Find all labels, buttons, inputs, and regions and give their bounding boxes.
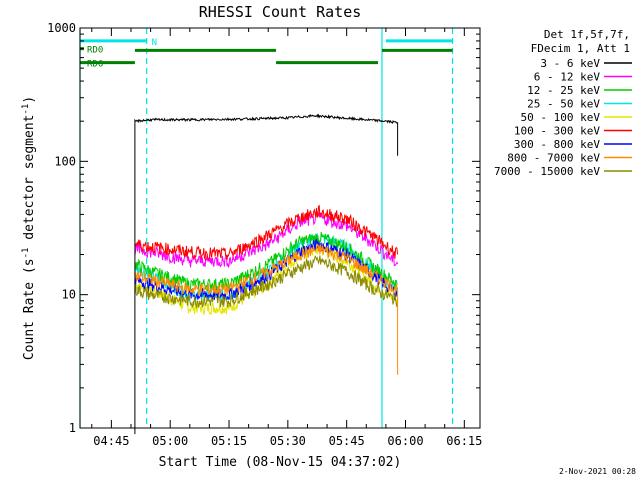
series-line [134, 243, 399, 375]
generation-timestamp: 2-Nov-2021 00:28 [559, 467, 636, 476]
flag-label: N [152, 38, 157, 48]
y-axis-label-superscript: -1 [21, 104, 31, 115]
flag-label: RD0 [87, 46, 103, 56]
legend: Det 1f,5f,7f, FDecim 1, Att 1 3 - 6 keV6… [494, 28, 632, 178]
series-line [134, 255, 399, 309]
legend-entry-label: 800 - 7000 keV [507, 152, 600, 165]
legend-entry-label: 300 - 800 keV [514, 138, 600, 151]
y-axis-label-part: detector segment [22, 115, 37, 248]
y-axis-label-part: Count Rate (s [22, 258, 37, 360]
y-axis-label-superscript: -1 [21, 248, 31, 259]
x-tick-label: 05:30 [270, 434, 306, 448]
flag-label: RD6 [87, 60, 103, 70]
series-line [134, 231, 398, 292]
series-line [134, 210, 399, 269]
y-tick-label: 100 [54, 154, 76, 168]
chart-title: RHESSI Count Rates [199, 3, 362, 21]
plot-area: RD0 RD6 N [79, 28, 454, 435]
y-axis-label-part: ) [22, 96, 37, 104]
series-line [134, 204, 399, 262]
legend-header-line: FDecim 1, Att 1 [531, 42, 630, 55]
legend-entry-label: 6 - 12 keV [534, 71, 601, 84]
legend-entry-label: 7000 - 15000 keV [494, 165, 600, 178]
x-axis-label: Start Time (08-Nov-15 04:37:02) [159, 455, 402, 470]
x-tick-label: 04:45 [93, 434, 129, 448]
y-tick-label: 1 [69, 421, 76, 435]
y-tick-label: 10 [62, 288, 76, 302]
legend-entry-label: 100 - 300 keV [514, 125, 600, 138]
legend-entry-label: 50 - 100 keV [521, 111, 601, 124]
x-tick-label: 05:45 [329, 434, 365, 448]
legend-entry-label: 3 - 6 keV [540, 57, 600, 70]
series-line [134, 113, 399, 435]
x-tick-label: 05:00 [152, 434, 188, 448]
x-axis: 04:45 05:00 05:15 05:30 05:45 06:00 06:15 [91, 28, 482, 448]
legend-entry-label: 25 - 50 keV [527, 98, 600, 111]
y-axis-label: Count Rate (s-1 detector segment-1) [21, 96, 37, 360]
x-tick-label: 05:15 [211, 434, 247, 448]
y-axis: 1 10 100 1000 [47, 21, 480, 435]
legend-header-line: Det 1f,5f,7f, [544, 28, 630, 41]
legend-entry-label: 12 - 25 keV [527, 84, 600, 97]
y-tick-label: 1000 [47, 21, 76, 35]
x-tick-label: 06:00 [387, 434, 423, 448]
plot-frame [79, 27, 481, 429]
x-tick-label: 06:15 [446, 434, 482, 448]
